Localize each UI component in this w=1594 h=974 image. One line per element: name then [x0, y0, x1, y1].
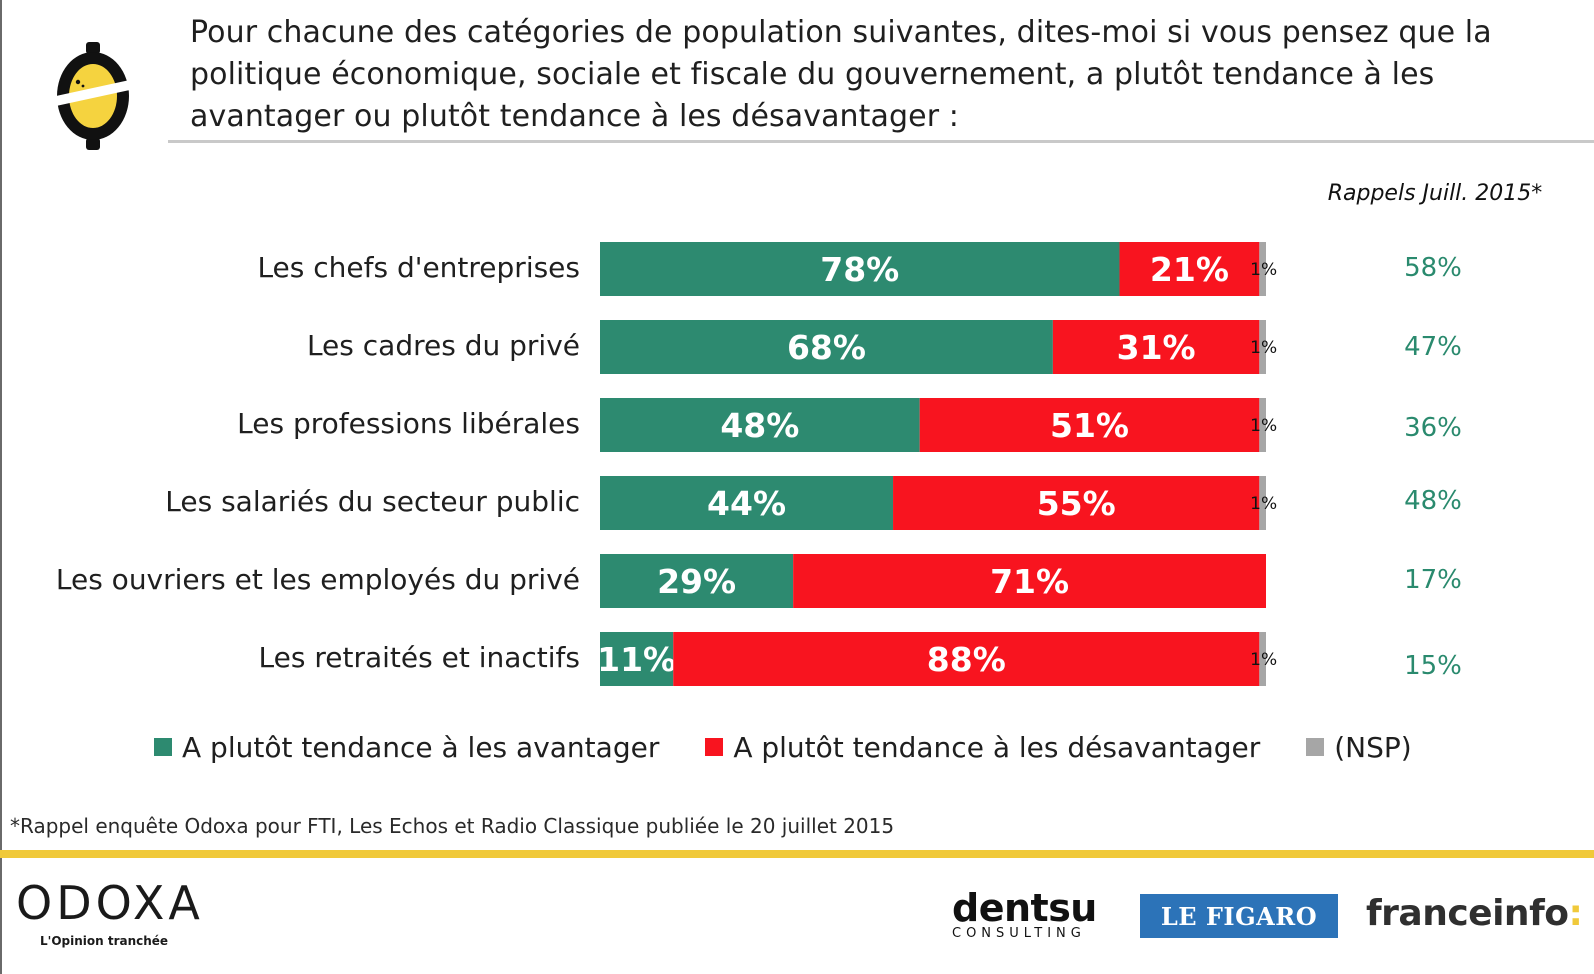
recall-value: 48%: [1404, 486, 1462, 516]
bar-segment: [600, 476, 894, 530]
bar-value-label: 44%: [707, 484, 786, 523]
bar-segment: [793, 554, 1266, 608]
bar-segment: [600, 398, 920, 452]
lemon-slice-icon: [56, 42, 130, 150]
bar-segment: [600, 554, 794, 608]
recall-value: 15%: [1404, 651, 1462, 681]
recall-value: 17%: [1404, 565, 1462, 595]
franceinfo-name: franceinfo: [1366, 893, 1569, 934]
category-label: Les cadres du privé: [306, 329, 580, 362]
bar-value-label: 1%: [1250, 650, 1277, 670]
footnote: *Rappel enquête Odoxa pour FTI, Les Echo…: [10, 814, 895, 838]
bar-value-label: 1%: [1250, 494, 1277, 514]
bar-segment: [1119, 242, 1260, 296]
legend-item-nsp: (NSP): [1306, 730, 1412, 764]
legend-label: A plutôt tendance à les désavantager: [733, 730, 1261, 764]
legend-label: (NSP): [1334, 730, 1412, 764]
bar-value-label: 21%: [1150, 250, 1229, 289]
category-label: Les chefs d'entreprises: [257, 251, 580, 284]
category-label: Les professions libérales: [237, 407, 580, 440]
franceinfo-logo: franceinfo:: [1366, 893, 1583, 934]
brand-tagline: L'Opinion tranchée: [40, 934, 169, 948]
bar-segment: [1259, 476, 1266, 530]
survey-question: Pour chacune des catégories de populatio…: [190, 15, 1492, 134]
category-label: Les ouvriers et les employés du privé: [55, 563, 580, 596]
bar-segment: [600, 242, 1120, 296]
bar-segment: [1259, 320, 1266, 374]
legend-item-disadvantage: A plutôt tendance à les désavantager: [705, 731, 1260, 764]
bar-value-label: 29%: [657, 562, 736, 601]
bar-value-label: 11%: [597, 640, 676, 679]
recall-header: Rappels Juill. 2015*: [1327, 181, 1543, 206]
dentsu-sub: CONSULTING: [952, 926, 1086, 941]
bar-value-label: 1%: [1250, 260, 1277, 280]
recall-value: 58%: [1404, 253, 1462, 283]
category-label: Les retraités et inactifs: [258, 641, 580, 674]
legend-swatch-red: [705, 738, 724, 756]
bar-value-label: 1%: [1250, 338, 1277, 358]
bar-value-label: 88%: [927, 640, 1006, 679]
title-divider: [168, 140, 1594, 143]
legend-label: A plutôt tendance à les avantager: [182, 730, 660, 764]
category-label: Les salariés du secteur public: [165, 485, 580, 518]
chart-legend: A plutôt tendance à les avantager A plut…: [154, 727, 1458, 767]
bar-segment: [673, 632, 1260, 686]
bar-segment: [1052, 320, 1260, 374]
le-figaro-logo: LE FIGARO: [1140, 894, 1338, 938]
odoxa-logo: ODOXA L'Opinion tranchée: [16, 876, 206, 956]
recall-value: 47%: [1404, 332, 1462, 362]
bar-value-label: 1%: [1250, 416, 1277, 436]
legend-swatch-grey: [1306, 738, 1325, 756]
bar-value-label: 48%: [720, 406, 799, 445]
dentsu-name: dentsu: [952, 886, 1097, 930]
bar-segment: [1259, 398, 1266, 452]
bar-segment: [893, 476, 1260, 530]
bar-value-label: 68%: [787, 328, 866, 367]
brand-name: ODOXA: [16, 876, 204, 930]
bar-value-label: 55%: [1037, 484, 1116, 523]
bar-segment: [600, 632, 674, 686]
left-border-line: [0, 0, 2, 974]
bar-segment: [600, 320, 1053, 374]
franceinfo-colon: :: [1568, 893, 1583, 934]
footer-divider: [0, 850, 1594, 858]
dentsu-consulting-logo: dentsu CONSULTING: [952, 888, 1102, 948]
bar-segment: [919, 398, 1260, 452]
bar-value-label: 78%: [820, 250, 899, 289]
bar-value-label: 51%: [1050, 406, 1129, 445]
bar-segment: [1259, 242, 1266, 296]
legend-swatch-green: [154, 738, 172, 756]
bar-value-label: 71%: [990, 562, 1069, 601]
bar-segment: [1259, 632, 1266, 686]
recall-value: 36%: [1404, 413, 1462, 443]
bar-value-label: 31%: [1117, 328, 1196, 367]
legend-item-advantage: A plutôt tendance à les avantager: [154, 731, 659, 764]
